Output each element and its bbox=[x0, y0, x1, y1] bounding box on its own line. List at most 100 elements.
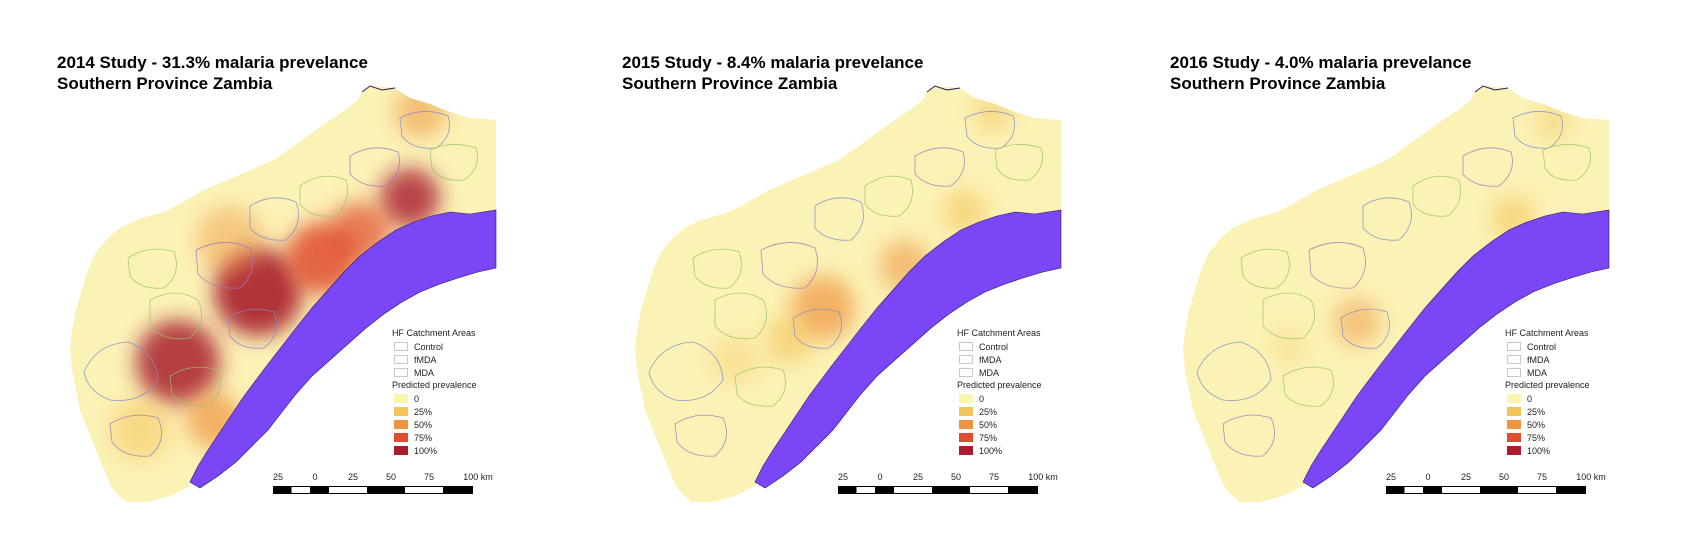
scale-segment bbox=[405, 486, 443, 494]
panel-title: 2014 Study - 31.3% malaria prevelance So… bbox=[57, 52, 368, 94]
catchment-boundary bbox=[169, 366, 221, 407]
catchment-boundary bbox=[127, 248, 177, 289]
legend-label: 25% bbox=[1527, 406, 1546, 417]
catchment-boundary bbox=[299, 175, 348, 217]
catchment-boundary bbox=[1462, 147, 1513, 187]
title-line-2: Southern Province Zambia bbox=[622, 74, 838, 93]
scale-frame bbox=[1386, 486, 1586, 494]
legend-label: fMDA bbox=[1527, 354, 1550, 365]
prevalence-hotspot bbox=[1535, 104, 1571, 140]
prevalence-hotspot bbox=[943, 190, 987, 234]
study-region bbox=[1183, 86, 1609, 502]
scale-segment bbox=[443, 486, 473, 494]
catchment-boundary bbox=[1196, 341, 1272, 401]
legend-swatch bbox=[1507, 342, 1521, 351]
scale-tick-label: 50 bbox=[1498, 472, 1510, 482]
title-line-2: Southern Province Zambia bbox=[1170, 74, 1386, 93]
scale-tick-label: 100 km bbox=[1576, 472, 1606, 482]
catchment-boundary bbox=[83, 341, 159, 401]
scale-bar-graphic bbox=[838, 486, 1038, 494]
legend-swatch bbox=[959, 368, 973, 377]
legend-prevalence-title: Predicted prevalence bbox=[957, 380, 1042, 390]
panel-title: 2015 Study - 8.4% malaria prevelance Sou… bbox=[622, 52, 923, 94]
catchment-boundary bbox=[349, 147, 400, 187]
legend-label: Control bbox=[414, 341, 444, 352]
catchment-boundary bbox=[1282, 366, 1334, 407]
scale-segment bbox=[856, 486, 875, 494]
legend-label: Control bbox=[979, 341, 1009, 352]
scale-bar: 25 0 25 50 75 100 km bbox=[833, 472, 1058, 502]
border-line bbox=[361, 85, 396, 93]
legend-swatch bbox=[959, 342, 973, 351]
legend-swatch bbox=[394, 433, 408, 442]
panel-title: 2016 Study - 4.0% malaria prevelance Sou… bbox=[1170, 52, 1471, 94]
scale-segment bbox=[1423, 486, 1442, 494]
legend-swatch bbox=[959, 355, 973, 364]
catchment-boundary bbox=[814, 197, 864, 241]
catchment-boundary bbox=[994, 144, 1043, 181]
scale-tick-label: 75 bbox=[423, 472, 435, 482]
legend-swatch bbox=[959, 446, 973, 455]
legend-swatch bbox=[394, 342, 408, 351]
legend-item: 0 bbox=[957, 392, 1042, 405]
legend-item: 75% bbox=[392, 431, 477, 444]
prevalence-hotspot bbox=[196, 206, 264, 274]
border-line bbox=[1474, 85, 1509, 93]
legend-label: 100% bbox=[979, 445, 1003, 456]
title-line-1: 2016 Study - 4.0% malaria prevelance bbox=[1170, 53, 1472, 72]
catchment-boundary bbox=[914, 147, 965, 187]
scale-tick-label: 0 bbox=[877, 472, 883, 482]
legend-swatch bbox=[959, 420, 973, 429]
legend-swatch bbox=[1507, 420, 1521, 429]
legend-label: 50% bbox=[1527, 419, 1546, 430]
legend-label: 50% bbox=[979, 419, 998, 430]
map-legend: HF Catchment Areas Control fMDA MDA Predicte… bbox=[392, 327, 477, 457]
scale-frame bbox=[273, 486, 473, 494]
map-panel-2014: 2014 Study - 31.3% malaria prevelance So… bbox=[0, 0, 560, 559]
scale-tick-label: 25 bbox=[1385, 472, 1397, 482]
catchment-boundary bbox=[648, 341, 724, 401]
catchment-boundary bbox=[964, 111, 1015, 149]
title-line-1: 2014 Study - 31.3% malaria prevelance bbox=[57, 53, 368, 72]
legend-item: fMDA bbox=[392, 353, 477, 366]
legend-catchment-title: HF Catchment Areas bbox=[392, 328, 476, 338]
legend-item: Control bbox=[1505, 340, 1590, 353]
prevalence-hotspot bbox=[973, 92, 1013, 132]
legend-swatch bbox=[1507, 446, 1521, 455]
catchment-boundary bbox=[714, 292, 767, 340]
legend-swatch bbox=[394, 420, 408, 429]
catchment-boundary bbox=[692, 248, 742, 289]
catchment-boundary bbox=[1362, 197, 1412, 241]
legend-swatch bbox=[1507, 394, 1521, 403]
legend-label: 0 bbox=[1527, 393, 1533, 404]
scale-segment bbox=[1442, 486, 1480, 494]
title-line-1: 2015 Study - 8.4% malaria prevelance bbox=[622, 53, 924, 72]
prevalence-hotspot bbox=[136, 320, 220, 404]
legend-label: 100% bbox=[1527, 445, 1551, 456]
scale-segment bbox=[1386, 486, 1405, 494]
hf-catchment-areas bbox=[83, 111, 478, 457]
catchment-boundary bbox=[760, 242, 818, 289]
scale-tick-label: 100 km bbox=[1028, 472, 1058, 482]
catchment-boundary bbox=[249, 197, 299, 241]
catchment-boundary bbox=[1262, 292, 1315, 340]
scale-tick-label: 25 bbox=[347, 472, 359, 482]
legend-item: MDA bbox=[1505, 366, 1590, 379]
legend-label: 100% bbox=[414, 445, 438, 456]
scale-segment bbox=[1404, 486, 1423, 494]
lake-kariba bbox=[754, 209, 1062, 489]
scale-segment bbox=[932, 486, 970, 494]
scale-bar: 25 0 25 50 75 100 km bbox=[1381, 472, 1606, 502]
map-legend: HF Catchment Areas Control fMDA MDA Predicte… bbox=[1505, 327, 1590, 457]
catchment-boundary bbox=[429, 144, 478, 181]
scale-tick-label: 25 bbox=[912, 472, 924, 482]
scale-segment bbox=[894, 486, 932, 494]
catchment-boundary bbox=[864, 175, 913, 217]
scale-tick-label: 0 bbox=[1425, 472, 1431, 482]
scale-segment bbox=[273, 486, 292, 494]
legend-item: 0 bbox=[392, 392, 477, 405]
legend-label: 75% bbox=[979, 432, 998, 443]
lake-kariba bbox=[189, 209, 497, 489]
legend-label: Control bbox=[1527, 341, 1557, 352]
legend-label: 50% bbox=[414, 419, 433, 430]
